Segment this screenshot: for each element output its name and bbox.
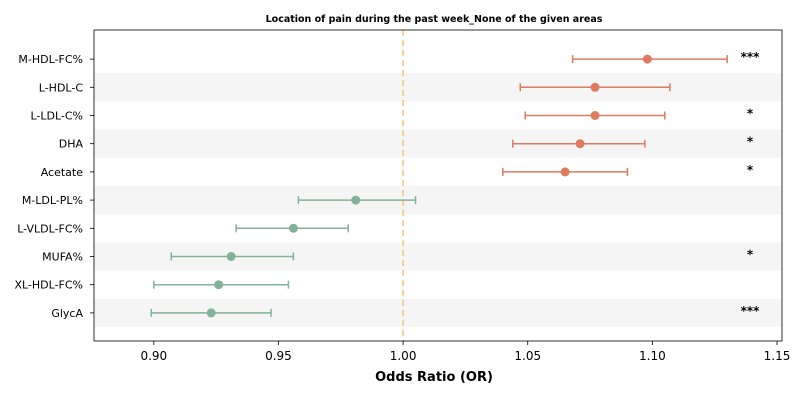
forest-row: M-LDL-PL% bbox=[22, 194, 417, 207]
significance-marker: *** bbox=[741, 304, 761, 318]
or-point bbox=[206, 308, 216, 318]
x-tick-label: 1.10 bbox=[639, 349, 666, 363]
forest-row: Acetate * bbox=[41, 163, 754, 179]
or-point bbox=[590, 82, 600, 92]
or-point bbox=[575, 139, 585, 149]
row-label: M-HDL-FC% bbox=[18, 53, 83, 66]
forest-row: L-LDL-C% * bbox=[30, 107, 753, 123]
significance-marker: * bbox=[747, 248, 754, 262]
row-label: L-LDL-C% bbox=[30, 110, 83, 123]
forest-row: M-HDL-FC% *** bbox=[18, 50, 760, 66]
forest-row: L-HDL-C bbox=[39, 81, 671, 94]
row-label: GlycA bbox=[51, 307, 83, 320]
or-point bbox=[288, 223, 298, 233]
forest-row: GlycA *** bbox=[51, 304, 760, 320]
x-tick-label: 1.05 bbox=[514, 349, 541, 363]
x-tick-label: 1.15 bbox=[764, 349, 791, 363]
or-point bbox=[214, 280, 224, 290]
or-point bbox=[590, 111, 600, 120]
forest-row: XL-HDL-FC% bbox=[14, 279, 290, 292]
or-point bbox=[642, 54, 652, 64]
row-bands bbox=[94, 73, 782, 327]
plot-frame bbox=[93, 29, 783, 342]
forest-row: DHA * bbox=[59, 135, 754, 151]
row-label: L-VLDL-FC% bbox=[17, 222, 83, 235]
row-label: XL-HDL-FC% bbox=[14, 279, 83, 292]
chart-title: Location of pain during the past week_No… bbox=[266, 14, 603, 25]
forest-row: MUFA% * bbox=[42, 248, 754, 264]
row-label: L-HDL-C bbox=[39, 81, 84, 94]
or-point bbox=[560, 167, 570, 177]
x-tick-label: 0.95 bbox=[265, 349, 292, 363]
row-label: MUFA% bbox=[42, 251, 83, 264]
forest-row: L-VLDL-FC% bbox=[17, 222, 350, 235]
or-point bbox=[226, 252, 236, 261]
x-axis-label: Odds Ratio (OR) bbox=[375, 370, 493, 385]
row-band bbox=[94, 129, 782, 158]
or-point bbox=[351, 195, 361, 205]
row-band bbox=[94, 186, 782, 215]
significance-marker: * bbox=[747, 163, 754, 177]
row-label: M-LDL-PL% bbox=[22, 194, 83, 207]
data-rows: M-HDL-FC% *** L-HDL-C L-LDL-C% * DHA * Acetate *… bbox=[14, 50, 760, 320]
row-label: Acetate bbox=[41, 166, 84, 179]
x-tick-label: 0.90 bbox=[140, 349, 167, 363]
row-band bbox=[94, 73, 782, 102]
axes: 0.90 0.95 1.00 1.05 1.10 1.15 bbox=[90, 29, 791, 363]
significance-marker: *** bbox=[741, 50, 761, 64]
row-label: DHA bbox=[59, 138, 84, 151]
significance-marker: * bbox=[747, 107, 754, 121]
x-tick-label: 1.00 bbox=[390, 349, 417, 363]
significance-marker: * bbox=[747, 135, 754, 149]
